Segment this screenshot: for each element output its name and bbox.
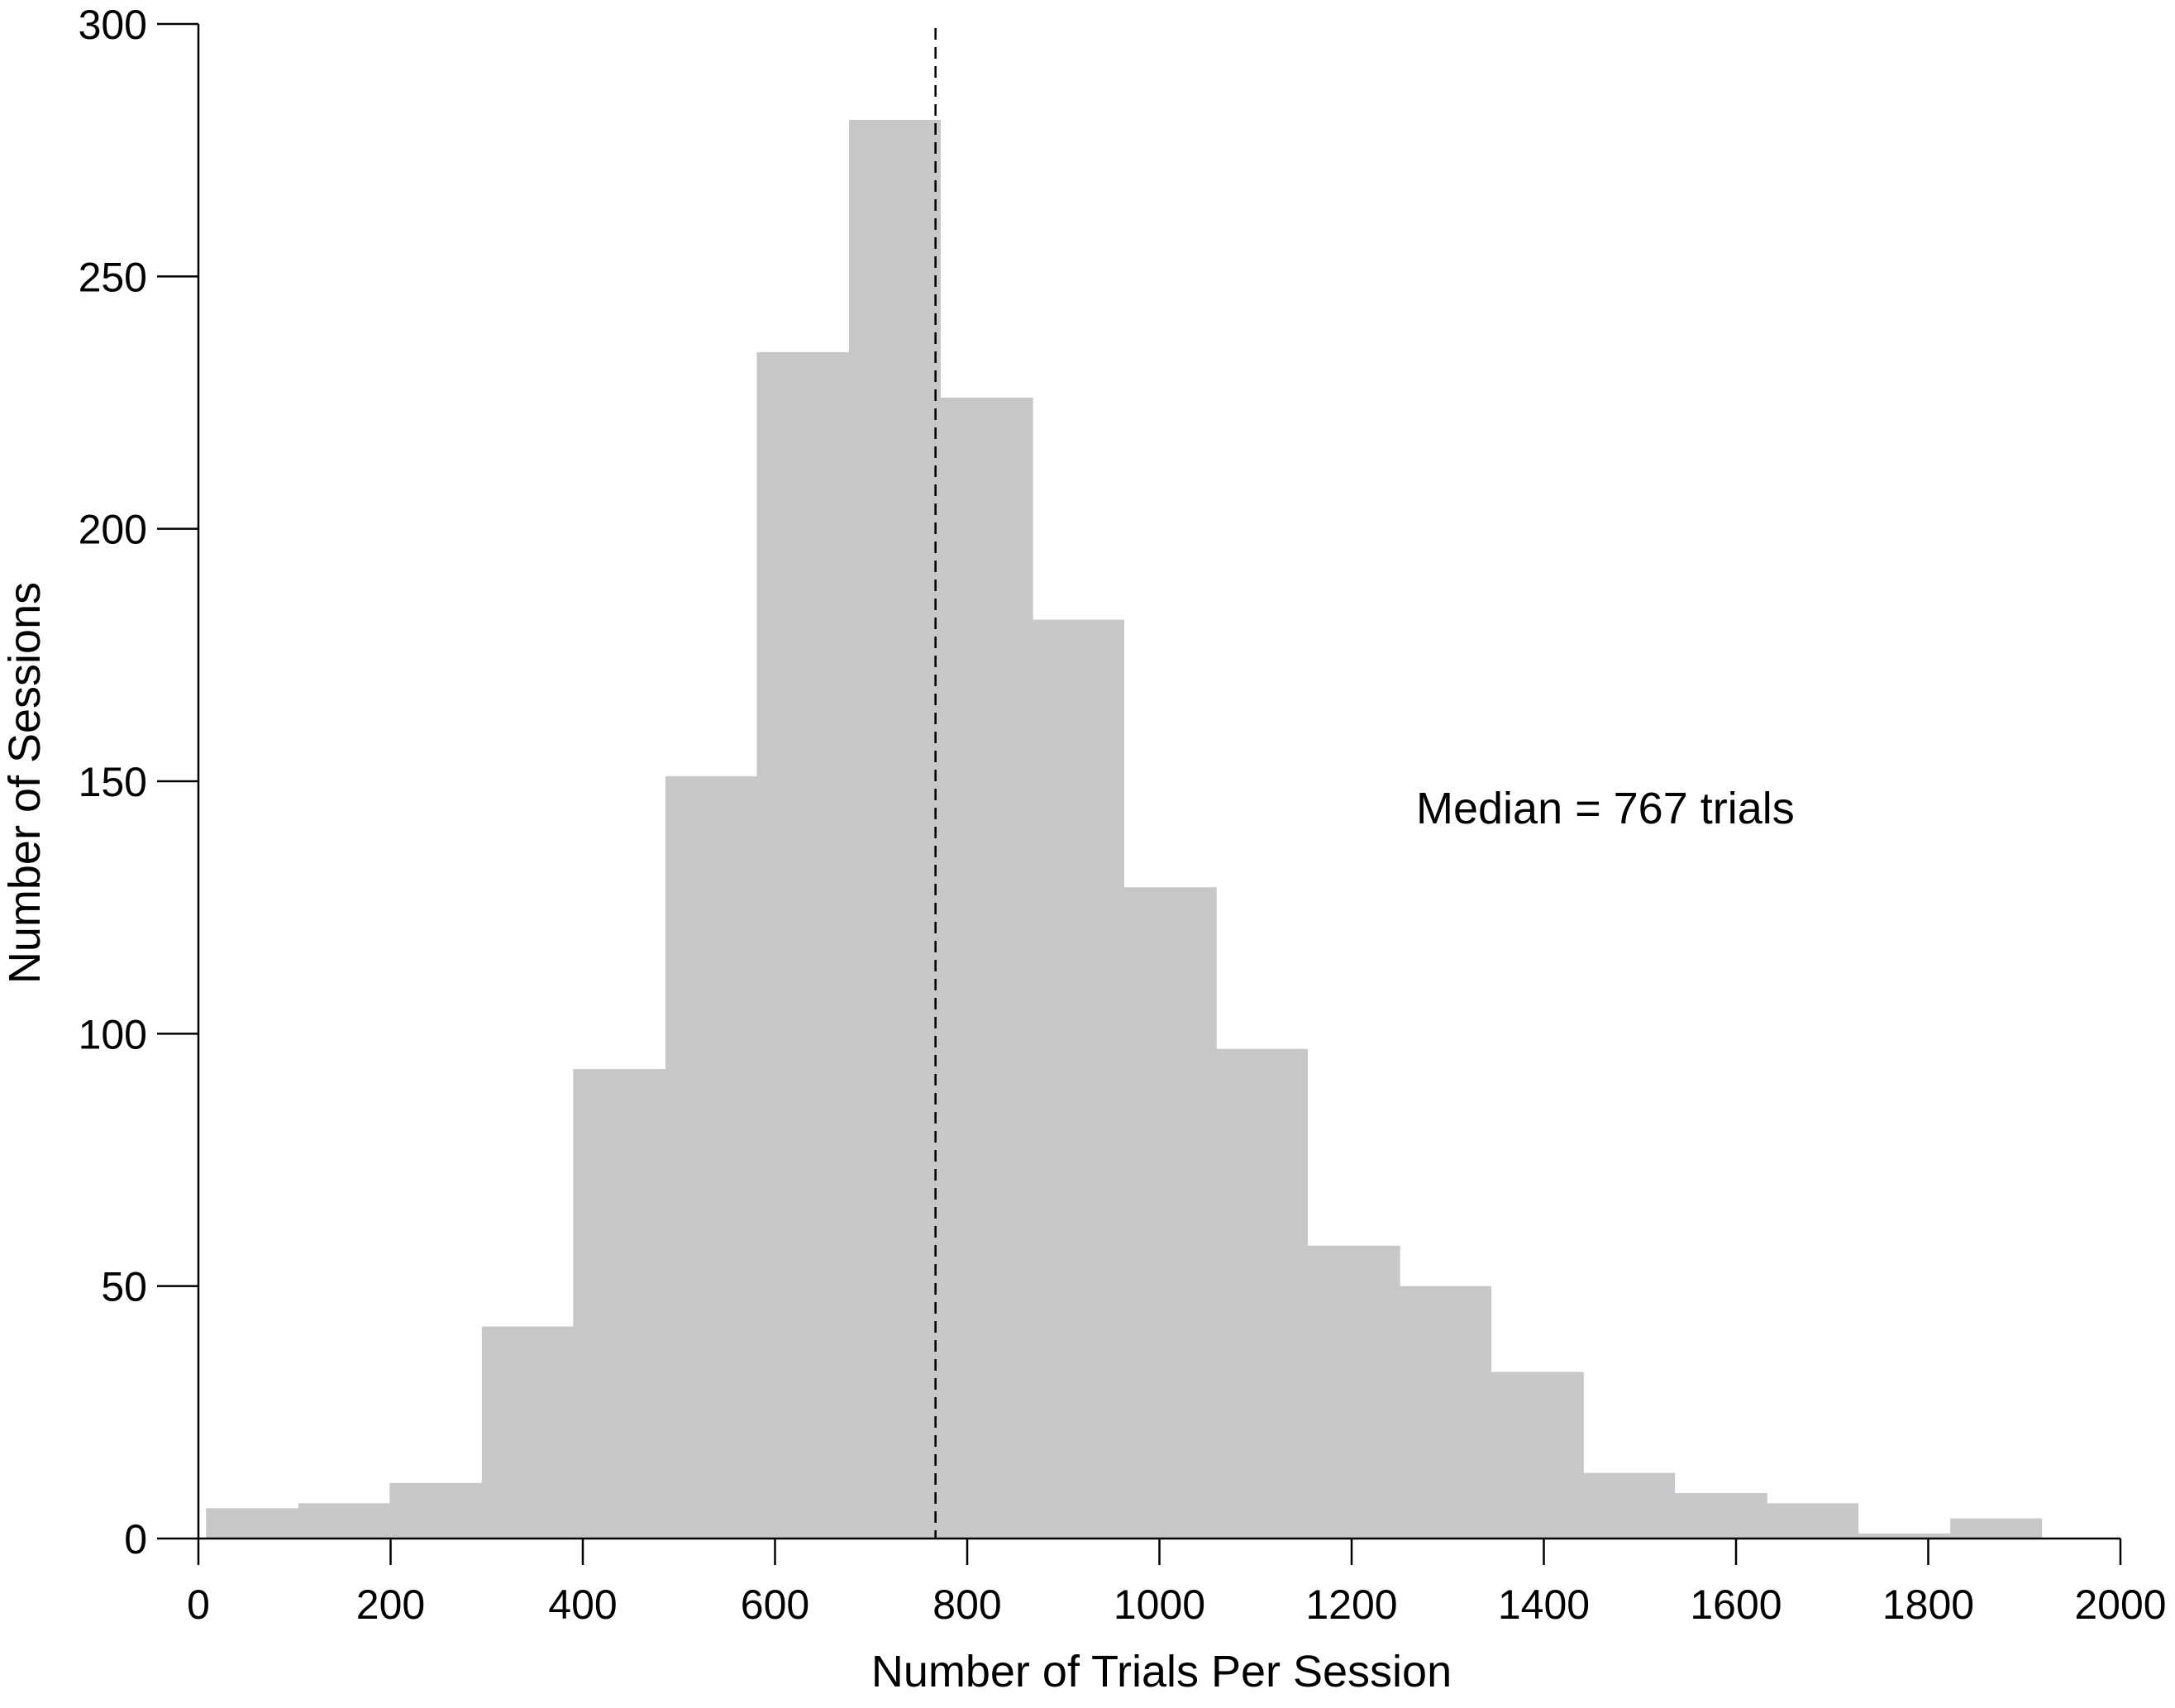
x-tick-label: 1600 [1690,1582,1781,1628]
histogram-bar [756,351,850,1539]
y-tick-label: 0 [124,1516,147,1562]
y-tick-label: 200 [79,507,147,553]
y-tick-label: 300 [79,2,147,48]
x-tick-label: 200 [356,1582,425,1628]
histogram-bar [1123,887,1217,1539]
x-axis-label: Number of Trials Per Session [871,1647,1452,1696]
histogram-bar [1767,1503,1859,1539]
x-tick-label: 1800 [1882,1582,1974,1628]
histogram-bar [1858,1533,1951,1539]
x-tick-label: 800 [932,1582,1001,1628]
x-tick-label: 1400 [1498,1582,1590,1628]
y-axis-label: Number of Sessions [0,582,50,984]
histogram-bar [849,120,941,1539]
x-axis-ticks: 0 200 400 600 800 1000 1200 1400 1600 1800 2000 [187,1539,2167,1628]
histogram-bar [298,1503,390,1539]
histogram-bar [206,1508,299,1539]
x-tick-label: 1000 [1114,1582,1205,1628]
histogram-bar [481,1326,574,1539]
x-tick-label: 1200 [1305,1582,1397,1628]
histogram-bar [1674,1493,1767,1539]
y-axis-ticks: 0 50 100 150 200 250 300 [79,2,198,1562]
y-tick-label: 250 [79,254,147,300]
x-tick-label: 0 [187,1582,210,1628]
histogram-bar [1950,1518,2043,1539]
histogram-bar [389,1482,483,1539]
histogram-bar [940,397,1033,1539]
y-tick-label: 50 [101,1264,147,1310]
x-tick-label: 2000 [2074,1582,2166,1628]
histogram-bar [573,1069,666,1539]
histogram-bar [1400,1286,1492,1539]
histogram-bar [1583,1472,1676,1539]
histogram-bar [665,775,757,1539]
histogram-bar [1033,619,1124,1539]
x-tick-label: 400 [548,1582,617,1628]
y-tick-label: 100 [79,1011,147,1057]
histogram-bar [1307,1245,1400,1539]
histogram-bar [1491,1372,1584,1539]
histogram-bar [1216,1048,1309,1539]
median-annotation: Median = 767 trials [1416,784,1795,833]
x-tick-label: 600 [741,1582,809,1628]
histogram-bars [206,120,2043,1539]
y-tick-label: 150 [79,759,147,805]
